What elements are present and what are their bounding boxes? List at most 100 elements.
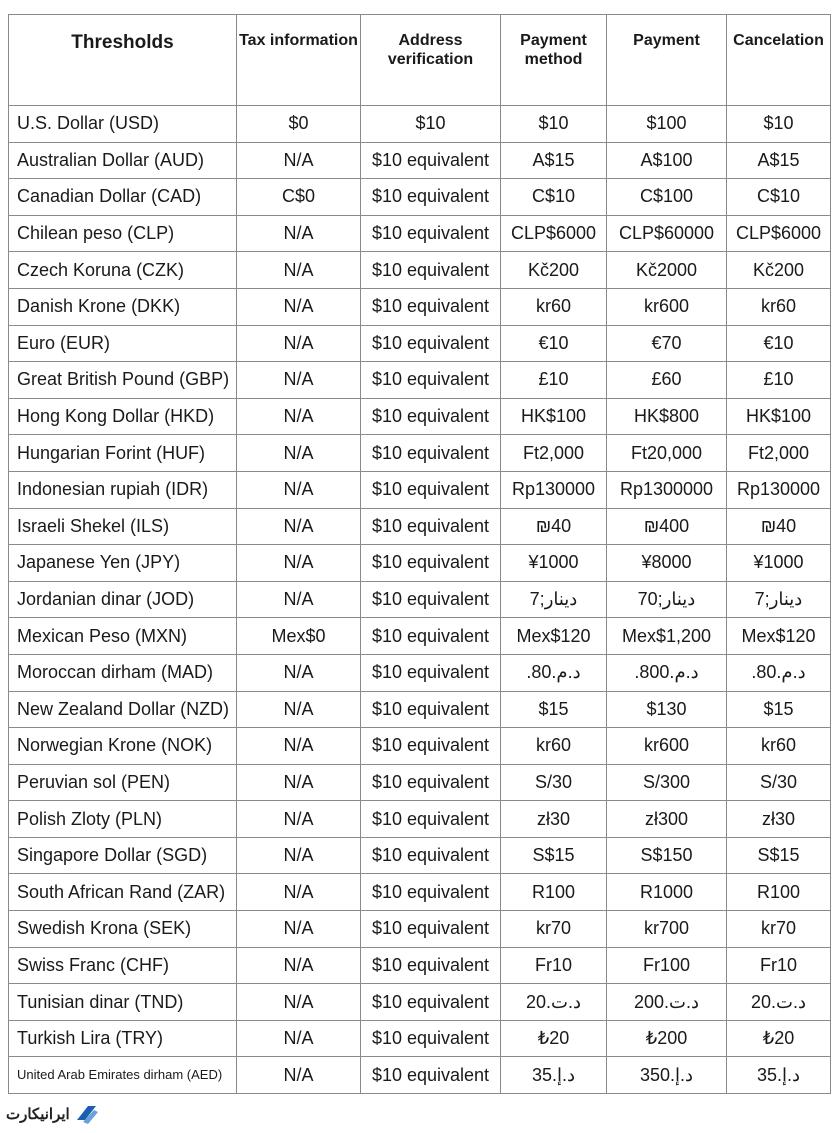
- cell-payment: 350.د.إ: [606, 1056, 727, 1095]
- cell-tax-information: N/A: [236, 873, 361, 912]
- cell-tax-information: N/A: [236, 251, 361, 289]
- cell-address-verification: $10: [360, 105, 501, 143]
- cell-cancelation: ₺20: [726, 1019, 831, 1058]
- cell-currency: U.S. Dollar (USD): [8, 105, 237, 143]
- cell-currency: Swiss Franc (CHF): [8, 946, 237, 985]
- cell-address-verification: $10 equivalent: [360, 690, 501, 729]
- table-row: Tunisian dinar (TND) N/A $10 equivalent 20.…: [8, 983, 831, 1021]
- cell-cancelation: 20.د.ت: [726, 983, 831, 1021]
- cell-currency: Swedish Krona (SEK): [8, 910, 237, 948]
- site-logo: ایرانیکارت: [6, 1100, 100, 1128]
- col-header-address-verification: Address verification: [360, 14, 501, 106]
- header-row: Thresholds Tax information Address verif…: [8, 14, 831, 106]
- cell-currency: Canadian Dollar (CAD): [8, 178, 237, 216]
- cell-payment-method: HK$100: [500, 397, 607, 436]
- cell-payment: zł300: [606, 800, 727, 838]
- cell-payment: ₪400: [606, 507, 727, 546]
- cell-tax-information: N/A: [236, 544, 361, 582]
- table-row: Canadian Dollar (CAD) C$0 $10 equivalent C$…: [8, 178, 831, 216]
- cell-address-verification: $10 equivalent: [360, 1019, 501, 1058]
- cell-tax-information: N/A: [236, 214, 361, 253]
- cell-cancelation: $15: [726, 690, 831, 729]
- table-row: U.S. Dollar (USD) $0 $10 $10 $100 $10: [8, 105, 831, 143]
- cell-cancelation: 35.د.إ: [726, 1056, 831, 1095]
- cell-tax-information: N/A: [236, 690, 361, 729]
- cell-cancelation: Mex$120: [726, 617, 831, 655]
- cell-cancelation: R100: [726, 873, 831, 912]
- table-row: Singapore Dollar (SGD) N/A $10 equivalent S…: [8, 836, 831, 875]
- table-row: Moroccan dirham (MAD) N/A $10 equivalent .8…: [8, 653, 831, 692]
- table-row: Indonesian rupiah (IDR) N/A $10 equivalent…: [8, 470, 831, 509]
- col-header-payment-method: Payment method: [500, 14, 607, 106]
- table-row: Turkish Lira (TRY) N/A $10 equivalent ₺20 ₺2…: [8, 1019, 831, 1058]
- cell-currency: Euro (EUR): [8, 324, 237, 363]
- cell-tax-information: N/A: [236, 836, 361, 875]
- cell-tax-information: N/A: [236, 287, 361, 326]
- cell-payment: ₺200: [606, 1019, 727, 1058]
- cell-cancelation: zł30: [726, 800, 831, 838]
- cell-currency: South African Rand (ZAR): [8, 873, 237, 912]
- cell-payment-method: ₺20: [500, 1019, 607, 1058]
- cell-address-verification: $10 equivalent: [360, 653, 501, 692]
- cell-payment-method: kr60: [500, 287, 607, 326]
- cell-tax-information: $0: [236, 105, 361, 143]
- cell-cancelation: S$15: [726, 836, 831, 875]
- cell-payment: Fr100: [606, 946, 727, 985]
- cell-payment: Ft20,000: [606, 434, 727, 472]
- table-row: Hong Kong Dollar (HKD) N/A $10 equivalent H…: [8, 397, 831, 436]
- cell-address-verification: $10 equivalent: [360, 544, 501, 582]
- cell-tax-information: N/A: [236, 361, 361, 399]
- cell-currency: Peruvian sol (PEN): [8, 763, 237, 802]
- cell-currency: Mexican Peso (MXN): [8, 617, 237, 655]
- cell-payment-method: zł30: [500, 800, 607, 838]
- cell-payment-method: ¥1000: [500, 544, 607, 582]
- cell-payment-method: Ft2,000: [500, 434, 607, 472]
- cell-address-verification: $10 equivalent: [360, 873, 501, 912]
- cell-currency: New Zealand Dollar (NZD): [8, 690, 237, 729]
- cell-payment: S$150: [606, 836, 727, 875]
- cell-address-verification: $10 equivalent: [360, 324, 501, 363]
- table-row: Polish Zloty (PLN) N/A $10 equivalent zł30 z…: [8, 800, 831, 838]
- cell-cancelation: kr70: [726, 910, 831, 948]
- cell-tax-information: N/A: [236, 800, 361, 838]
- cell-tax-information: N/A: [236, 507, 361, 546]
- cell-cancelation: £10: [726, 361, 831, 399]
- cell-address-verification: $10 equivalent: [360, 946, 501, 985]
- cell-tax-information: N/A: [236, 397, 361, 436]
- cell-tax-information: N/A: [236, 470, 361, 509]
- table-row: Danish Krone (DKK) N/A $10 equivalent kr60 k…: [8, 287, 831, 326]
- cell-currency: United Arab Emirates dirham (AED): [8, 1056, 237, 1095]
- cell-payment-method: 35.د.إ: [500, 1056, 607, 1095]
- cell-payment-method: S/30: [500, 763, 607, 802]
- cell-cancelation: Fr10: [726, 946, 831, 985]
- cell-payment-method: kr60: [500, 727, 607, 765]
- cell-address-verification: $10 equivalent: [360, 141, 501, 180]
- cell-address-verification: $10 equivalent: [360, 507, 501, 546]
- logo-text: ایرانیکارت: [6, 1106, 70, 1123]
- cell-currency: Jordanian dinar (JOD): [8, 580, 237, 619]
- cell-address-verification: $10 equivalent: [360, 397, 501, 436]
- table-row: Israeli Shekel (ILS) N/A $10 equivalent ₪40…: [8, 507, 831, 546]
- cell-currency: Chilean peso (CLP): [8, 214, 237, 253]
- table-row: South African Rand (ZAR) N/A $10 equivalen…: [8, 873, 831, 912]
- table-body: U.S. Dollar (USD) $0 $10 $10 $100 $10 Australi…: [8, 105, 831, 1095]
- cell-payment: C$100: [606, 178, 727, 216]
- cell-tax-information: N/A: [236, 580, 361, 619]
- cell-cancelation: ₪40: [726, 507, 831, 546]
- col-header-thresholds: Thresholds: [8, 14, 237, 106]
- cell-address-verification: $10 equivalent: [360, 763, 501, 802]
- table-row: Euro (EUR) N/A $10 equivalent €10 €70 €10: [8, 324, 831, 363]
- cell-cancelation: .80.د.م: [726, 653, 831, 692]
- cell-payment: kr600: [606, 727, 727, 765]
- cell-payment-method: A$15: [500, 141, 607, 180]
- cell-payment: HK$800: [606, 397, 727, 436]
- cell-payment: £60: [606, 361, 727, 399]
- table-row: Australian Dollar (AUD) N/A $10 equivalent…: [8, 141, 831, 180]
- cell-currency: Japanese Yen (JPY): [8, 544, 237, 582]
- cell-tax-information: Mex$0: [236, 617, 361, 655]
- cell-tax-information: N/A: [236, 910, 361, 948]
- table-row: Japanese Yen (JPY) N/A $10 equivalent ¥1000…: [8, 544, 831, 582]
- cell-payment-method: R100: [500, 873, 607, 912]
- cell-currency: Israeli Shekel (ILS): [8, 507, 237, 546]
- cell-payment: 200.د.ت: [606, 983, 727, 1021]
